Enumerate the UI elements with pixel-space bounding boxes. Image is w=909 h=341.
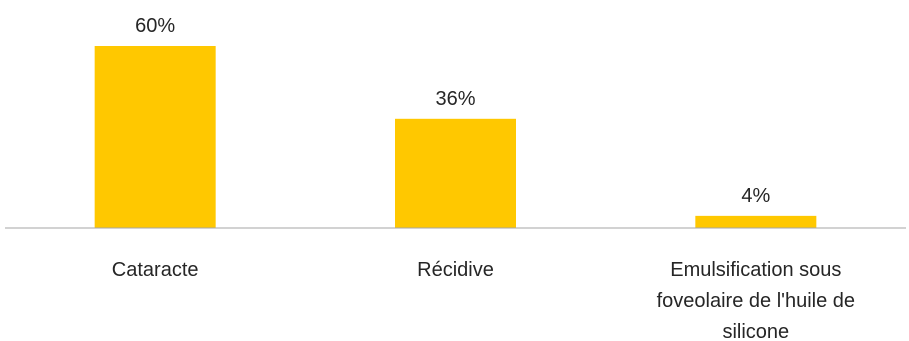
category-label-0-line-0: Cataracte xyxy=(112,259,199,281)
category-label-2-line-0: Emulsification sous xyxy=(670,259,841,281)
bar-2 xyxy=(695,215,817,228)
category-label-0: Cataracte xyxy=(112,259,199,281)
bar-1 xyxy=(395,118,516,228)
category-label-1-line-0: Récidive xyxy=(417,259,494,281)
bars-group xyxy=(94,46,817,228)
category-label-2-line-1: foveolaire de l'huile de xyxy=(657,290,855,312)
data-label-2: 4% xyxy=(741,185,770,207)
category-label-2-line-2: silicone xyxy=(722,321,789,341)
bar-0 xyxy=(94,46,216,228)
category-labels-group: Cataracte Récidive Emulsification sous fove… xyxy=(112,259,855,341)
data-label-0: 60% xyxy=(135,15,175,37)
category-label-1: Récidive xyxy=(417,259,494,281)
data-label-1: 36% xyxy=(435,88,475,110)
category-label-2: Emulsification sous foveolaire de l'huile… xyxy=(657,259,855,341)
data-labels-group: 60% 36% 4% xyxy=(135,15,770,207)
